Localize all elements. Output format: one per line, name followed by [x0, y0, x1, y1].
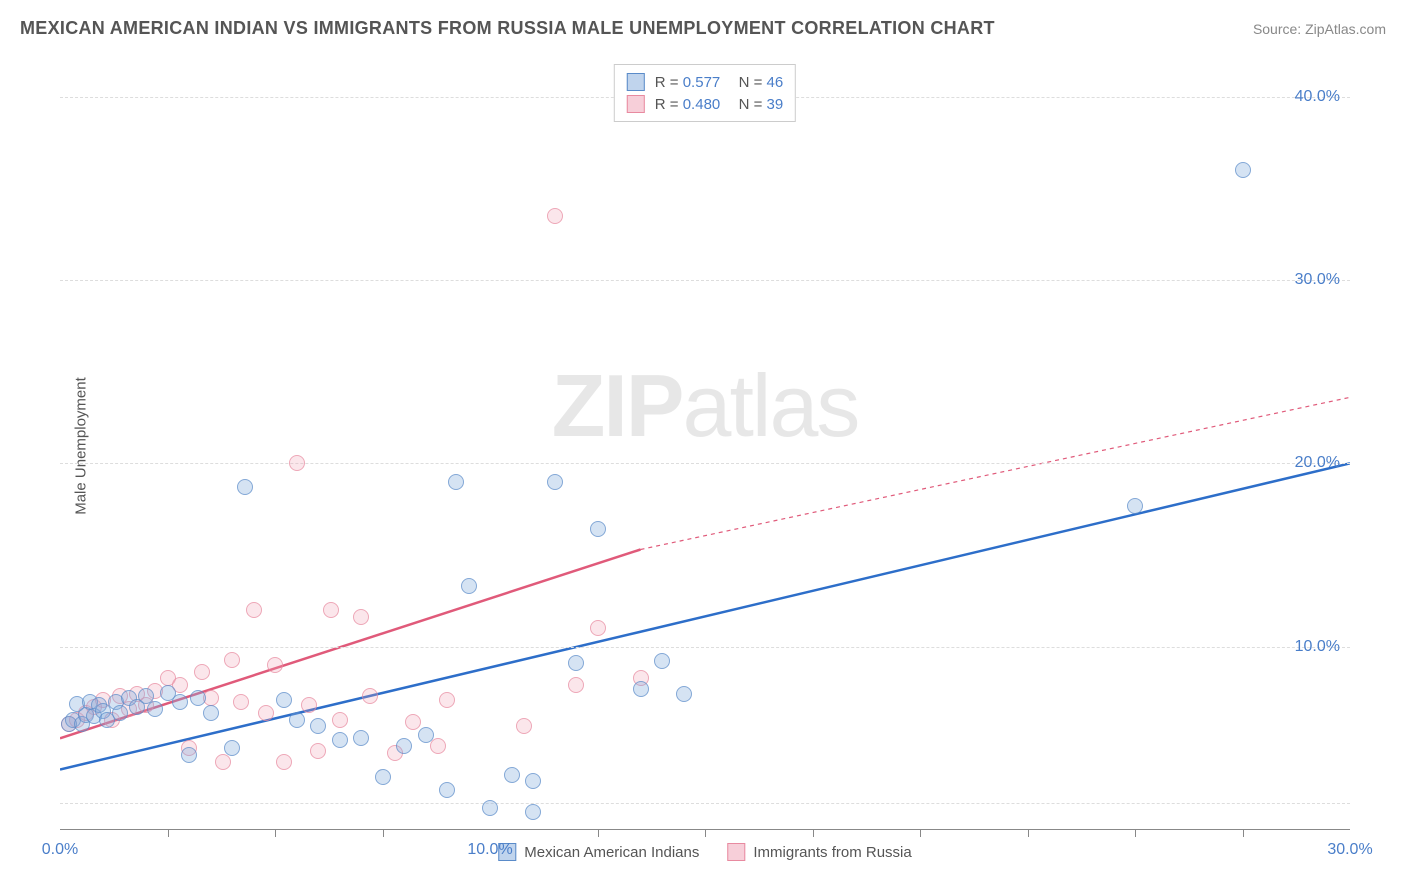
plot-area: ZIPatlas R = 0.577 N = 46R = 0.480 N = 3…	[60, 60, 1350, 830]
scatter-point	[258, 705, 274, 721]
scatter-point	[332, 712, 348, 728]
watermark-bold: ZIP	[552, 356, 683, 455]
scatter-point	[237, 479, 253, 495]
y-tick-label: 20.0%	[1295, 454, 1340, 472]
x-tick-label: 0.0%	[42, 841, 78, 859]
scatter-point	[194, 664, 210, 680]
scatter-point	[1235, 162, 1251, 178]
scatter-point	[353, 609, 369, 625]
scatter-point	[289, 712, 305, 728]
scatter-point	[289, 455, 305, 471]
legend-row: R = 0.577 N = 46	[627, 71, 783, 93]
watermark-rest: atlas	[683, 356, 859, 455]
n-stat: N = 39	[730, 96, 783, 113]
scatter-point	[633, 681, 649, 697]
legend-swatch	[727, 843, 745, 861]
legend-swatch	[627, 95, 645, 113]
y-tick-label: 30.0%	[1295, 271, 1340, 289]
scatter-point	[482, 800, 498, 816]
source-prefix: Source:	[1253, 21, 1305, 37]
x-minor-tick	[275, 829, 276, 837]
source-link[interactable]: ZipAtlas.com	[1305, 21, 1386, 37]
scatter-point	[323, 602, 339, 618]
gridline	[60, 647, 1350, 648]
trendlines	[60, 60, 1350, 830]
x-minor-tick	[705, 829, 706, 837]
legend-swatch	[627, 73, 645, 91]
source-attribution: Source: ZipAtlas.com	[1253, 21, 1386, 37]
scatter-point	[676, 686, 692, 702]
scatter-point	[224, 740, 240, 756]
scatter-point	[439, 782, 455, 798]
scatter-point	[504, 767, 520, 783]
scatter-point	[190, 690, 206, 706]
trend-line	[641, 397, 1351, 549]
scatter-point	[276, 754, 292, 770]
scatter-point	[301, 697, 317, 713]
series-legend-item: Immigrants from Russia	[727, 843, 911, 861]
scatter-point	[353, 730, 369, 746]
scatter-point	[516, 718, 532, 734]
scatter-point	[405, 714, 421, 730]
x-minor-tick	[813, 829, 814, 837]
scatter-point	[590, 620, 606, 636]
scatter-point	[654, 653, 670, 669]
scatter-point	[547, 208, 563, 224]
x-tick-label: 10.0%	[467, 841, 512, 859]
x-minor-tick	[168, 829, 169, 837]
gridline	[60, 280, 1350, 281]
x-minor-tick	[1028, 829, 1029, 837]
y-tick-label: 40.0%	[1295, 88, 1340, 106]
scatter-point	[310, 718, 326, 734]
scatter-point	[418, 727, 434, 743]
scatter-point	[267, 657, 283, 673]
scatter-point	[1127, 498, 1143, 514]
scatter-point	[172, 694, 188, 710]
scatter-point	[461, 578, 477, 594]
gridline	[60, 803, 1350, 804]
scatter-point	[246, 602, 262, 618]
r-stat: R = 0.480	[655, 96, 720, 113]
n-stat: N = 46	[730, 74, 783, 91]
scatter-point	[224, 652, 240, 668]
x-minor-tick	[383, 829, 384, 837]
scatter-point	[430, 738, 446, 754]
scatter-point	[276, 692, 292, 708]
legend-row: R = 0.480 N = 39	[627, 93, 783, 115]
scatter-point	[525, 773, 541, 789]
scatter-point	[181, 747, 197, 763]
x-tick-label: 30.0%	[1327, 841, 1372, 859]
scatter-point	[233, 694, 249, 710]
scatter-point	[375, 769, 391, 785]
scatter-point	[439, 692, 455, 708]
scatter-point	[590, 521, 606, 537]
x-minor-tick	[1135, 829, 1136, 837]
correlation-legend: R = 0.577 N = 46R = 0.480 N = 39	[614, 64, 796, 122]
series-label: Mexican American Indians	[524, 844, 699, 861]
x-minor-tick	[920, 829, 921, 837]
scatter-point	[332, 732, 348, 748]
series-label: Immigrants from Russia	[753, 844, 911, 861]
scatter-point	[310, 743, 326, 759]
gridline	[60, 463, 1350, 464]
scatter-point	[448, 474, 464, 490]
series-legend-item: Mexican American Indians	[498, 843, 699, 861]
scatter-point	[362, 688, 378, 704]
r-stat: R = 0.577	[655, 74, 720, 91]
x-minor-tick	[1243, 829, 1244, 837]
scatter-point	[568, 677, 584, 693]
scatter-point	[215, 754, 231, 770]
scatter-point	[147, 701, 163, 717]
watermark: ZIPatlas	[552, 355, 859, 457]
scatter-point	[568, 655, 584, 671]
scatter-point	[112, 705, 128, 721]
series-legend: Mexican American Indians Immigrants from …	[498, 843, 911, 861]
chart-title: MEXICAN AMERICAN INDIAN VS IMMIGRANTS FR…	[20, 18, 995, 39]
scatter-point	[396, 738, 412, 754]
scatter-point	[547, 474, 563, 490]
x-minor-tick	[598, 829, 599, 837]
scatter-point	[203, 705, 219, 721]
scatter-point	[525, 804, 541, 820]
y-tick-label: 10.0%	[1295, 638, 1340, 656]
